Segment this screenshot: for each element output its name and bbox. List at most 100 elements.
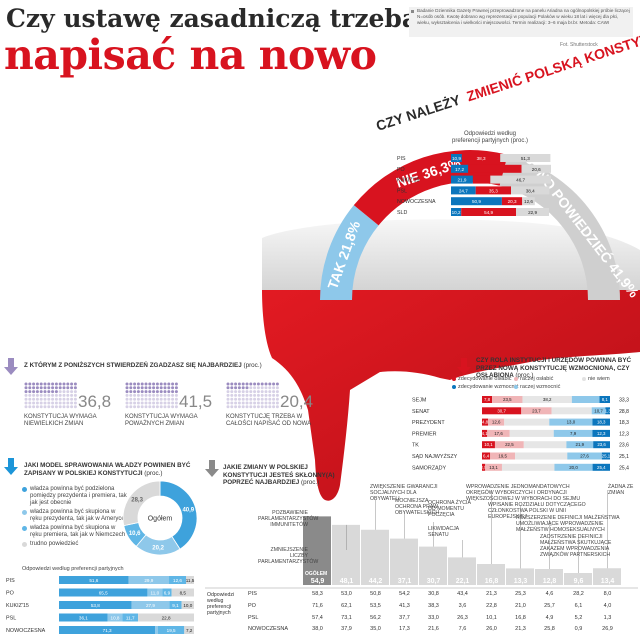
statement-dot [260,397,264,401]
statement-dot [35,405,39,409]
changes-table-cell: 57,4 [312,614,323,621]
statement-dot [54,390,58,394]
methodology-note: Badanie Dziennika Gazety Prawnej przepro… [409,7,633,37]
statement-dot [275,390,279,394]
change-bar [506,568,534,585]
institution-bar-segment [509,429,554,437]
statement-dot [58,397,62,401]
institution-bar-value: 23,5 [503,397,512,402]
statement-dot [73,401,77,405]
changes-table-cell: 58,3 [312,591,323,597]
changes-table-cell: 21,3 [486,591,497,597]
party-row-label: PSL [397,188,407,194]
statement-dot [125,393,129,397]
model-bar-segment [171,588,194,597]
institution-right-value: 25,1 [619,454,629,460]
institution-bar-segment [482,441,495,449]
institution-bar-segment [515,452,568,460]
model-title-unit: (proc.) [144,469,163,477]
statement-dot [43,382,47,386]
statement-dot [51,401,55,405]
statement-dot [167,390,171,394]
institution-bar-value: 10,1 [484,442,493,447]
changes-table-cell: 4,9 [545,614,554,621]
statement-dot [234,386,238,390]
model-donut-value: 10,6 [129,531,141,537]
institution-bar-value: 25,1 [602,454,611,459]
statement-dot [152,386,156,390]
statement-dot [264,405,268,409]
institutions-legend-label: zdecydowanie osłabić [458,376,512,382]
statement-dot [24,390,28,394]
statement-dot [275,382,279,386]
legend-dot [514,384,518,389]
statement-dot [171,386,175,390]
statement-dot [268,386,272,390]
statement-dot [62,390,66,394]
legend-dot [452,384,456,389]
statement-dot [133,405,137,409]
institution-bar-value: 13,1 [489,465,498,470]
model-bar-value: 36,1 [79,616,88,621]
legend-dot [22,510,27,515]
party-bar-segment [451,154,462,162]
statement-dot [275,386,279,390]
model-legend: władza powinna być podzielona pomiędzy p… [22,486,127,550]
statement-dot [163,390,167,394]
institution-bar-segment [488,418,505,426]
statement-dot [70,382,74,386]
institution-bar-value: 1,3 [605,408,612,413]
change-annotation: Mocniejsza ochrona praw obywatelskich [395,498,440,516]
statement-dot [155,397,159,401]
changes-table-cell: 50,8 [370,591,381,597]
statement-dot [234,382,238,386]
institution-bar-value: 23,7 [532,408,541,413]
statement-dot [58,382,62,386]
changes-table-cell: 56,2 [370,614,381,621]
legend-dot [22,526,27,531]
statement-dot [253,393,257,397]
statement-label: KONSTYTUCJA WYMAGA NIEWIELKICH ZMIAN [24,414,97,427]
model-bar-value: 10,0 [183,603,192,608]
changes-table-label: Odpowiedzi według preferencji partyjnych [207,592,235,616]
statement-dot [163,397,167,401]
model-bar-segment [155,626,158,634]
statement-dot [32,405,36,409]
statement-dot [272,401,276,405]
statement-value: 20,4 [280,392,314,411]
party-bar-segment [511,186,550,195]
statement-dot [230,397,234,401]
model-bar-segment [59,626,156,634]
statement-dot [54,386,58,390]
changes-table-party: NOWOCZESNA [248,626,289,633]
statement-dot [39,382,43,386]
change-annotation: Zwiększenie gwarancji socjalnych dla oby… [370,484,438,502]
party-bar-segment [500,154,551,162]
statement-dot [73,386,77,390]
model-bar-value: 11,5 [186,578,195,583]
institution-bar-segment [553,429,593,437]
statement-dot [226,382,230,386]
statement-dot [264,393,268,397]
statement-dot [241,382,245,386]
party-row-label: SLD [397,210,407,216]
institution-bar-value: 7,8 [484,397,491,402]
institutions-legend-label: raczej osłabić [520,376,554,382]
statement-dot [167,393,171,397]
statement-dot [152,382,156,386]
institution-bar-value: 4,8 [482,420,489,425]
model-party-chart: PIS 51,6 29,9 12,6 11,5 PO 65,5 11,0 6,9 8,5 KUKIZ… [6,576,195,634]
statement-dot [163,393,167,397]
institution-bar-segment [601,452,610,460]
model-title: Jaki model sprawowania władzy powinien b… [24,462,194,477]
statement-dot [125,386,129,390]
statement-dot [171,405,175,409]
statement-dot [144,390,148,394]
statement-dot [230,382,234,386]
statement-dot [237,401,241,405]
statement-dot [148,390,152,394]
party-prefs-title-line2: preferencji partyjnych (proc.) [451,138,529,144]
changes-table-cell: 26,9 [602,626,613,633]
statement-dot [245,397,249,401]
